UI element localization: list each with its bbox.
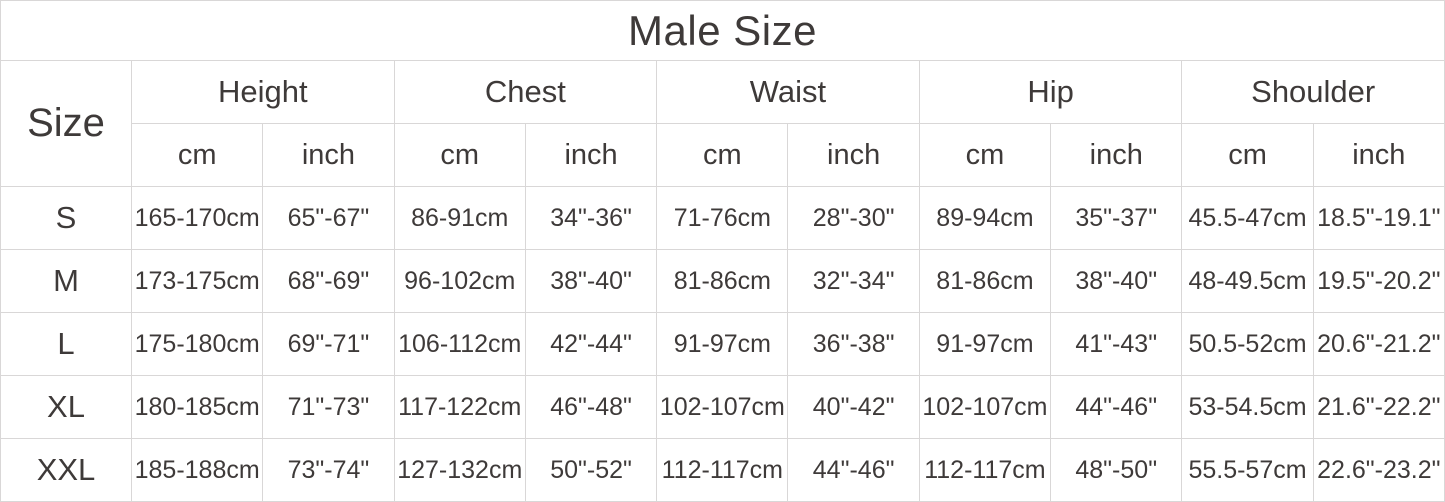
cell-shoulder-cm: 55.5-57cm	[1181, 438, 1314, 502]
cell-shoulder-inch: 22.6"-23.2"	[1312, 438, 1445, 502]
cell-waist-inch: 28"-30"	[787, 186, 920, 250]
cell-waist-inch: 36"-38"	[787, 312, 920, 376]
cell-height-inch: 68"-69"	[262, 249, 395, 313]
cell-shoulder-inch: 18.5"-19.1"	[1312, 186, 1445, 250]
unit-header-waist-cm: cm	[656, 123, 789, 187]
group-header-hip: Hip	[918, 60, 1183, 124]
cell-chest-cm: 106-112cm	[393, 312, 526, 376]
cell-hip-inch: 48"-50"	[1050, 438, 1183, 502]
cell-chest-inch: 50"-52"	[524, 438, 658, 502]
cell-shoulder-cm: 53-54.5cm	[1181, 375, 1314, 439]
cell-chest-inch: 46"-48"	[524, 375, 658, 439]
cell-chest-inch: 34"-36"	[524, 186, 658, 250]
table-row-s: S 165-170cm 65"-67" 86-91cm 34"-36" 71-7…	[0, 186, 1445, 250]
cell-hip-cm: 91-97cm	[918, 312, 1052, 376]
cell-waist-cm: 112-117cm	[656, 438, 789, 502]
cell-chest-cm: 86-91cm	[393, 186, 526, 250]
cell-chest-cm: 96-102cm	[393, 249, 526, 313]
unit-header-height-inch: inch	[262, 123, 395, 187]
group-header-waist: Waist	[656, 60, 920, 124]
cell-shoulder-cm: 50.5-52cm	[1181, 312, 1314, 376]
cell-height-inch: 71"-73"	[262, 375, 395, 439]
cell-waist-inch: 40"-42"	[787, 375, 920, 439]
table-row-l: L 175-180cm 69"-71" 106-112cm 42"-44" 91…	[0, 312, 1445, 376]
cell-height-cm: 165-170cm	[130, 186, 264, 250]
cell-shoulder-inch: 20.6"-21.2"	[1312, 312, 1445, 376]
cell-hip-inch: 35"-37"	[1050, 186, 1183, 250]
cell-height-inch: 65"-67"	[262, 186, 395, 250]
cell-waist-cm: 102-107cm	[656, 375, 789, 439]
table-row-m: M 173-175cm 68"-69" 96-102cm 38"-40" 81-…	[0, 249, 1445, 313]
cell-height-cm: 173-175cm	[130, 249, 264, 313]
cell-waist-cm: 91-97cm	[656, 312, 789, 376]
table-row-xxl: XXL 185-188cm 73"-74" 127-132cm 50"-52" …	[0, 438, 1445, 502]
unit-header-row: cm inch cm inch cm inch cm inch cm inch	[1, 123, 1445, 187]
group-header-height: Height	[131, 60, 395, 124]
cell-chest-cm: 127-132cm	[393, 438, 526, 502]
cell-height-inch: 73"-74"	[262, 438, 395, 502]
table-title: Male Size	[0, 0, 1445, 61]
cell-chest-inch: 38"-40"	[524, 249, 658, 313]
cell-waist-inch: 32"-34"	[787, 249, 920, 313]
size-label: L	[0, 312, 132, 376]
cell-height-cm: 175-180cm	[130, 312, 264, 376]
cell-waist-cm: 71-76cm	[656, 186, 789, 250]
table-row-xl: XL 180-185cm 71"-73" 117-122cm 46"-48" 1…	[0, 375, 1445, 439]
group-header-row: Size Height Chest Waist Hip Shoulder	[0, 60, 1445, 187]
title-row: Male Size	[0, 0, 1445, 61]
unit-header-chest-cm: cm	[393, 123, 526, 187]
cell-height-cm: 185-188cm	[130, 438, 264, 502]
cell-chest-cm: 117-122cm	[393, 375, 526, 439]
cell-waist-cm: 81-86cm	[656, 249, 789, 313]
size-label: XL	[0, 375, 132, 439]
unit-header-hip-cm: cm	[918, 123, 1052, 187]
cell-hip-cm: 112-117cm	[918, 438, 1052, 502]
size-label: S	[0, 186, 132, 250]
cell-chest-inch: 42"-44"	[524, 312, 658, 376]
group-header-shoulder: Shoulder	[1181, 60, 1445, 124]
size-label: XXL	[0, 438, 132, 502]
cell-height-inch: 69"-71"	[262, 312, 395, 376]
cell-hip-inch: 44"-46"	[1050, 375, 1183, 439]
cell-height-cm: 180-185cm	[130, 375, 264, 439]
size-column-header: Size	[0, 60, 132, 187]
group-header-chest: Chest	[393, 60, 658, 124]
unit-header-waist-inch: inch	[787, 123, 920, 187]
cell-shoulder-cm: 48-49.5cm	[1181, 249, 1314, 313]
unit-header-chest-inch: inch	[524, 123, 658, 187]
cell-hip-inch: 38"-40"	[1050, 249, 1183, 313]
unit-header-shoulder-inch: inch	[1312, 123, 1445, 187]
cell-waist-inch: 44"-46"	[787, 438, 920, 502]
cell-hip-cm: 89-94cm	[918, 186, 1052, 250]
cell-hip-cm: 102-107cm	[918, 375, 1052, 439]
cell-shoulder-cm: 45.5-47cm	[1181, 186, 1314, 250]
unit-header-height-cm: cm	[130, 123, 264, 187]
cell-hip-inch: 41"-43"	[1050, 312, 1183, 376]
cell-shoulder-inch: 19.5"-20.2"	[1312, 249, 1445, 313]
unit-header-hip-inch: inch	[1050, 123, 1183, 187]
unit-header-shoulder-cm: cm	[1181, 123, 1314, 187]
cell-shoulder-inch: 21.6"-22.2"	[1312, 375, 1445, 439]
size-label: M	[0, 249, 132, 313]
cell-hip-cm: 81-86cm	[918, 249, 1052, 313]
